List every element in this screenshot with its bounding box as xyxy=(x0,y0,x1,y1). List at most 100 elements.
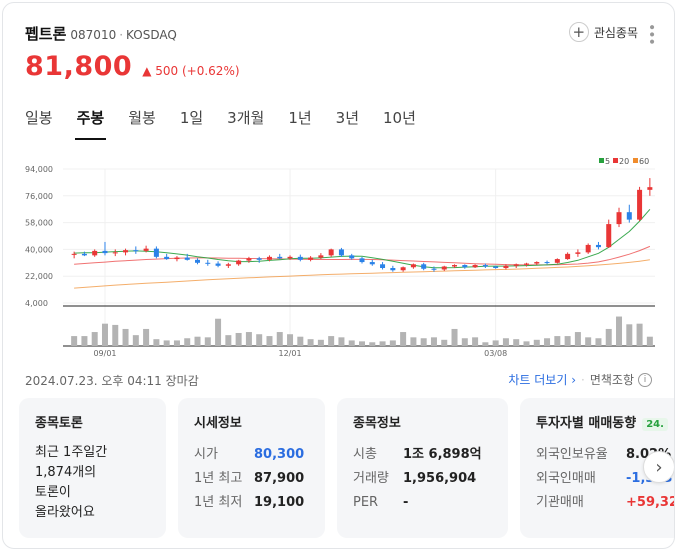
candle-body xyxy=(452,265,458,267)
y-tick-label: 4,000 xyxy=(25,299,48,308)
candle-body xyxy=(112,252,118,254)
row-key: PER xyxy=(353,495,379,510)
ma-line-5 xyxy=(74,208,651,269)
volume-bar xyxy=(101,323,108,346)
stock-header: 펩트론 087010 · KOSDAQ xyxy=(25,23,177,44)
next-cards-button[interactable]: › xyxy=(643,451,674,483)
volume-bar xyxy=(400,332,407,346)
investor-row: 기관매매 +59,329 xyxy=(536,491,674,515)
volume-bar xyxy=(266,336,273,346)
stock-name[interactable]: 펩트론 xyxy=(25,25,67,43)
row-key: 1년 최고 xyxy=(194,471,243,486)
chart-more-link[interactable]: 차트 더보기 › xyxy=(508,371,576,388)
candle-body xyxy=(421,264,427,269)
card-forum[interactable]: 종목토론 최근 1주일간 1,874개의 토론이 올라왔어요 xyxy=(19,398,166,538)
candle-body xyxy=(410,264,416,268)
timestamp: 2024.07.23. 오후 04:11 장마감 xyxy=(25,374,199,388)
separator-dot: · xyxy=(581,372,585,387)
candle-body xyxy=(565,253,571,260)
candle-body xyxy=(482,265,488,267)
watchlist-button[interactable]: + 관심종목 xyxy=(568,22,638,42)
volume-bar xyxy=(204,337,211,346)
volume-bar xyxy=(163,340,170,346)
disclaimer-link[interactable]: 면책조항 xyxy=(589,373,634,387)
tab-1day[interactable]: 1일 xyxy=(179,109,204,127)
x-tick-label: 09/01 xyxy=(93,349,116,358)
row-value: 87,900 xyxy=(254,471,305,486)
forum-line: 1,874개의 xyxy=(35,465,97,480)
row-key: 외국인보유율 xyxy=(536,447,608,462)
volume-bar xyxy=(595,338,602,346)
candle-body xyxy=(246,258,252,261)
forum-line: 토론이 xyxy=(35,485,71,500)
volume-bar xyxy=(81,336,88,346)
candle-body xyxy=(308,257,314,260)
forum-line: 최근 1주일간 xyxy=(35,445,108,460)
candle-body xyxy=(277,256,283,259)
candle-body xyxy=(575,252,581,254)
price-chart[interactable]: 94,000 76,000 58,000 40,000 22,000 4,000 09/01… xyxy=(25,153,657,363)
row-value: 1,956,904 xyxy=(403,471,477,486)
candle-body xyxy=(123,250,129,253)
volume-bar xyxy=(338,337,345,346)
volume-bar xyxy=(564,336,571,346)
tab-daily[interactable]: 일봉 xyxy=(25,109,53,127)
tab-10year[interactable]: 10년 xyxy=(383,109,416,127)
tab-1year[interactable]: 1년 xyxy=(288,109,312,127)
candle-body xyxy=(287,256,293,259)
info-row: 거래량 1,956,904 xyxy=(353,467,492,491)
candle-body xyxy=(338,249,344,256)
candle-body xyxy=(606,224,612,248)
y-tick-label: 58,000 xyxy=(25,219,53,228)
candle-body xyxy=(647,187,653,190)
volume-bar xyxy=(585,337,592,346)
ma-line-60 xyxy=(74,259,650,289)
volume-bar xyxy=(544,338,551,346)
legend-label: 5 xyxy=(605,157,610,166)
volume-bar xyxy=(420,338,427,346)
price-change: ▲ 500 (+0.62%) xyxy=(142,64,239,78)
volume-bar xyxy=(215,318,222,346)
candle-body xyxy=(400,267,406,271)
volume-bar xyxy=(533,339,540,346)
tab-monthly[interactable]: 월봉 xyxy=(128,109,156,127)
card-title-text: 투자자별 매매동향 xyxy=(536,416,637,431)
more-options-icon[interactable]: ••• xyxy=(643,23,659,45)
candle-body xyxy=(585,244,591,253)
y-tick-label: 76,000 xyxy=(25,192,53,201)
card-info[interactable]: 종목정보 시총 1조 6,898억 거래량 1,956,904 PER - xyxy=(337,398,508,538)
candle-body xyxy=(164,256,170,260)
volume-bar xyxy=(307,339,314,346)
volume-bar xyxy=(194,336,201,346)
x-tick-label: 12/01 xyxy=(279,349,302,358)
candle-body xyxy=(616,212,622,225)
row-value: - xyxy=(403,495,409,510)
volume-bar xyxy=(410,337,417,346)
volume-bar xyxy=(71,336,78,346)
legend-label: 60 xyxy=(639,157,649,166)
candle-body xyxy=(534,262,540,264)
card-title: 종목토론 xyxy=(35,416,83,431)
info-icon[interactable]: i xyxy=(638,372,652,387)
volume-bar xyxy=(646,336,653,346)
quote-row: 1년 최저 19,100 xyxy=(194,491,309,515)
volume-bar xyxy=(379,341,386,346)
info-row: 시총 1조 6,898억 xyxy=(353,443,492,467)
card-quote[interactable]: 시세정보 시가 80,300 1년 최고 87,900 1년 최저 19,100 xyxy=(178,398,325,538)
volume-bar xyxy=(112,324,119,346)
volume-bar xyxy=(173,340,180,346)
tab-3month[interactable]: 3개월 xyxy=(227,109,265,127)
candle-body xyxy=(328,249,334,256)
tab-3year[interactable]: 3년 xyxy=(335,109,360,127)
candle-body xyxy=(92,250,98,256)
volume-bar xyxy=(328,336,335,346)
row-value: +59,329 xyxy=(626,495,674,510)
volume-bar xyxy=(276,332,283,346)
volume-bar xyxy=(441,339,448,346)
quote-row: 시가 80,300 xyxy=(194,443,309,467)
footer-links: 차트 더보기 › · 면책조항 i xyxy=(508,371,652,388)
quote-row: 1년 최고 87,900 xyxy=(194,467,309,491)
candle-body xyxy=(462,265,468,268)
volume-bar xyxy=(554,336,561,346)
tab-weekly[interactable]: 주봉 xyxy=(74,107,106,140)
